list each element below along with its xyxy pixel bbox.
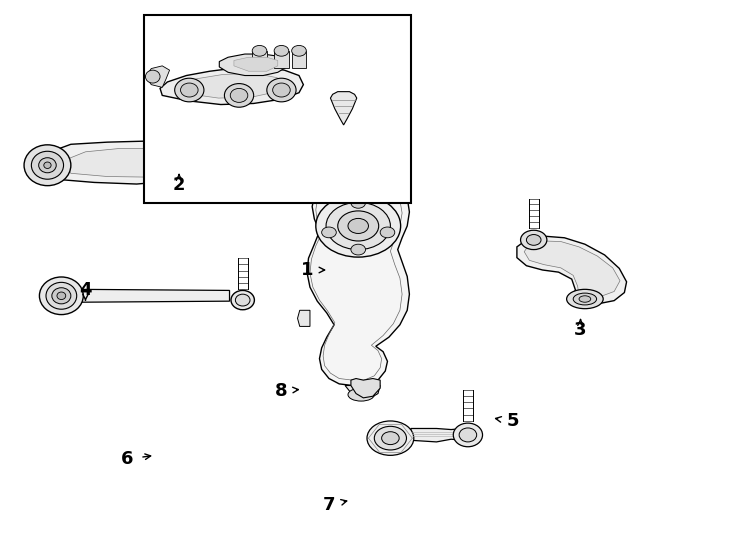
Ellipse shape bbox=[44, 162, 51, 168]
Polygon shape bbox=[332, 133, 378, 169]
Polygon shape bbox=[330, 92, 357, 125]
Polygon shape bbox=[517, 236, 627, 305]
Ellipse shape bbox=[380, 227, 395, 238]
Ellipse shape bbox=[348, 388, 374, 401]
Ellipse shape bbox=[32, 151, 64, 179]
Ellipse shape bbox=[374, 427, 407, 450]
Ellipse shape bbox=[454, 423, 482, 447]
Ellipse shape bbox=[40, 277, 83, 315]
Ellipse shape bbox=[351, 244, 366, 255]
Ellipse shape bbox=[344, 145, 361, 156]
Ellipse shape bbox=[333, 96, 377, 122]
Polygon shape bbox=[219, 54, 286, 76]
Ellipse shape bbox=[382, 431, 399, 444]
Polygon shape bbox=[145, 66, 170, 87]
Text: 3: 3 bbox=[574, 321, 586, 339]
Ellipse shape bbox=[336, 141, 368, 160]
Ellipse shape bbox=[225, 84, 254, 107]
Ellipse shape bbox=[274, 45, 288, 56]
Text: 5: 5 bbox=[507, 413, 520, 430]
Polygon shape bbox=[351, 379, 380, 398]
Ellipse shape bbox=[349, 90, 361, 98]
Ellipse shape bbox=[329, 100, 341, 109]
Ellipse shape bbox=[526, 234, 541, 245]
Polygon shape bbox=[297, 310, 310, 326]
Ellipse shape bbox=[348, 218, 368, 233]
Ellipse shape bbox=[46, 282, 77, 309]
Ellipse shape bbox=[236, 294, 250, 306]
Ellipse shape bbox=[367, 421, 414, 455]
Polygon shape bbox=[234, 57, 277, 71]
Polygon shape bbox=[252, 51, 267, 68]
Ellipse shape bbox=[370, 100, 382, 109]
Polygon shape bbox=[46, 141, 210, 184]
Ellipse shape bbox=[57, 292, 66, 300]
Polygon shape bbox=[345, 386, 380, 399]
Ellipse shape bbox=[338, 211, 379, 241]
Polygon shape bbox=[524, 241, 620, 297]
Ellipse shape bbox=[459, 428, 476, 442]
Ellipse shape bbox=[39, 158, 57, 173]
Ellipse shape bbox=[316, 195, 401, 257]
Ellipse shape bbox=[252, 45, 267, 56]
Polygon shape bbox=[65, 148, 186, 177]
Text: 6: 6 bbox=[121, 450, 134, 468]
Text: 2: 2 bbox=[172, 176, 185, 194]
Ellipse shape bbox=[186, 139, 204, 152]
Ellipse shape bbox=[520, 230, 547, 249]
Ellipse shape bbox=[231, 291, 255, 310]
Polygon shape bbox=[160, 67, 303, 105]
Ellipse shape bbox=[579, 296, 591, 302]
Ellipse shape bbox=[52, 288, 71, 304]
Ellipse shape bbox=[567, 289, 603, 309]
Ellipse shape bbox=[291, 45, 306, 56]
Ellipse shape bbox=[181, 83, 198, 97]
Polygon shape bbox=[307, 168, 410, 386]
Polygon shape bbox=[411, 428, 464, 442]
Ellipse shape bbox=[267, 78, 296, 102]
Text: 4: 4 bbox=[79, 281, 92, 299]
Polygon shape bbox=[297, 172, 310, 187]
Ellipse shape bbox=[175, 78, 204, 102]
Ellipse shape bbox=[230, 89, 248, 103]
Polygon shape bbox=[321, 93, 389, 137]
Ellipse shape bbox=[145, 70, 160, 83]
Bar bbox=[144, 15, 411, 203]
Text: 1: 1 bbox=[301, 261, 313, 279]
Ellipse shape bbox=[190, 149, 222, 176]
Ellipse shape bbox=[201, 158, 211, 167]
Ellipse shape bbox=[196, 154, 217, 171]
Ellipse shape bbox=[24, 145, 71, 186]
Polygon shape bbox=[175, 73, 284, 98]
Ellipse shape bbox=[342, 101, 368, 117]
Ellipse shape bbox=[326, 202, 390, 249]
Polygon shape bbox=[181, 138, 210, 154]
Ellipse shape bbox=[573, 293, 597, 305]
Ellipse shape bbox=[321, 227, 336, 238]
Polygon shape bbox=[291, 51, 306, 68]
Polygon shape bbox=[77, 289, 230, 302]
Ellipse shape bbox=[351, 198, 366, 208]
Ellipse shape bbox=[272, 83, 290, 97]
Text: 8: 8 bbox=[275, 382, 287, 400]
Text: 7: 7 bbox=[323, 496, 335, 514]
Polygon shape bbox=[274, 51, 288, 68]
